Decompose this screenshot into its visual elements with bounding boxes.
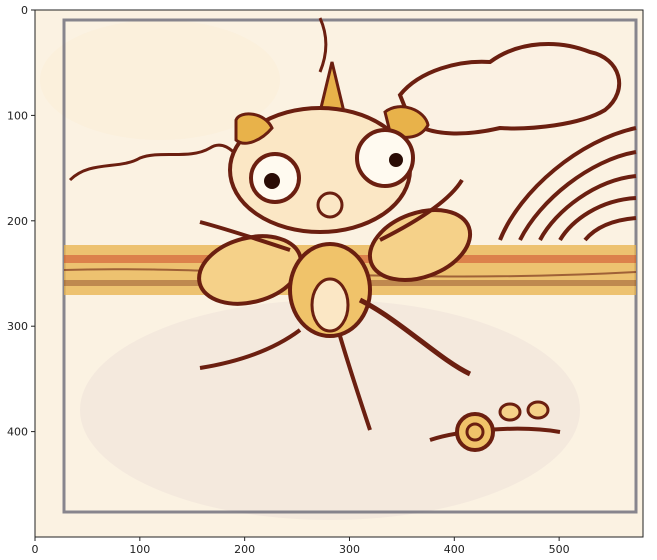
x-tick-label: 400: [444, 543, 465, 556]
x-tick-label: 300: [339, 543, 360, 556]
x-tick-label: 0: [32, 543, 39, 556]
cloud-left: [68, 143, 242, 182]
image-panel: [35, 10, 643, 537]
x-tick-label: 200: [234, 543, 255, 556]
creature: [197, 61, 473, 431]
axes-frame: [34, 9, 644, 538]
y-tick-label: 100: [7, 109, 28, 122]
x-tick-label: 100: [129, 543, 150, 556]
y-axis: 0 100 200 300 400: [7, 4, 35, 439]
y-tick-label: 0: [21, 4, 28, 17]
y-tick-label: 200: [7, 215, 28, 228]
y-tick-label: 400: [7, 426, 28, 439]
x-tick-label: 500: [549, 543, 570, 556]
rainbow: [498, 126, 637, 242]
y-tick-label: 300: [7, 320, 28, 333]
snail: [429, 400, 561, 452]
x-axis: 0 100 200 300 400 500: [32, 537, 570, 556]
cloud-right: [397, 42, 622, 136]
